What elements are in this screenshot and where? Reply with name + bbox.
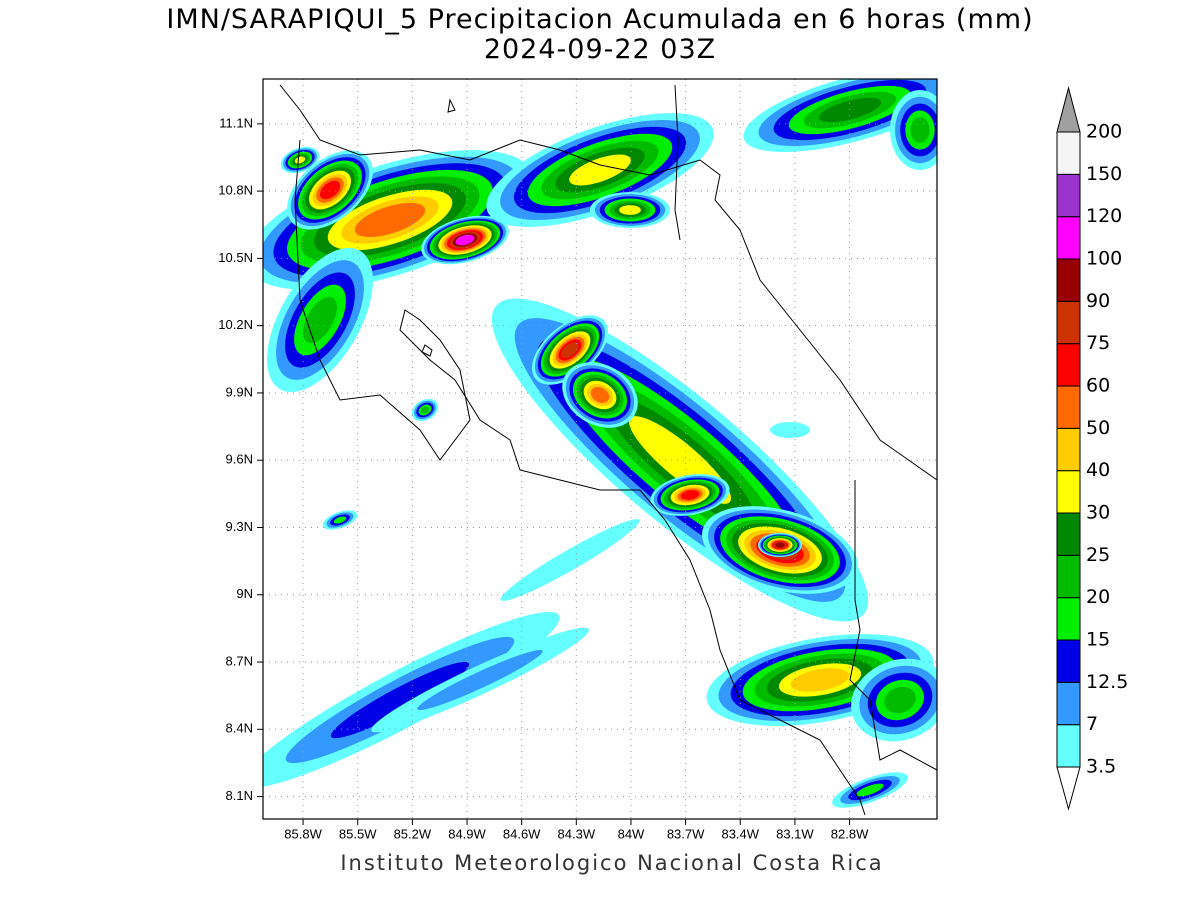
lon-tick-label: 84.9W (448, 826, 486, 841)
precip-contour (354, 202, 426, 238)
colorbar-label: 100 (1086, 248, 1122, 270)
lat-tick-label: 9.3N (226, 519, 253, 534)
precip-contour (319, 180, 341, 200)
lat-tick-label: 8.4N (226, 721, 253, 736)
precip-contour (590, 386, 610, 404)
precip-contour (770, 422, 810, 438)
lon-tick-label: 85.2W (394, 826, 432, 841)
colorbar-label: 200 (1086, 121, 1122, 143)
colorbar-swatch (1056, 597, 1081, 641)
coastlines (279, 84, 937, 816)
colorbar-swatch (1056, 258, 1081, 302)
precip-contour (680, 490, 700, 500)
lat-tick-label: 9.6N (226, 452, 253, 467)
colorbar-label: 25 (1086, 544, 1110, 566)
lat-tick-label: 11.1N (219, 115, 253, 130)
grid: 85.8W 85.5W 85.2W 84.9W 84.6W 84.3W 84W 83.7W 83… (218, 79, 937, 841)
precip-contour (910, 117, 930, 143)
caribbean-coast (279, 84, 937, 481)
colorbar-label: 20 (1086, 586, 1110, 608)
colorbar-label: 75 (1086, 332, 1110, 354)
colorbar-label: 30 (1086, 502, 1110, 524)
lat-tick-label: 8.7N (226, 653, 253, 668)
colorbar-label: 3.5 (1086, 756, 1116, 778)
colorbar-label: 12.5 (1086, 671, 1128, 693)
lon-tick-label: 82.8W (831, 826, 869, 841)
colorbar-label: 120 (1086, 205, 1122, 227)
precip-contour (294, 156, 306, 164)
lon-tick-label: 84.3W (558, 826, 596, 841)
colorbar-swatch (1056, 300, 1081, 345)
colorbar-swatch (1056, 173, 1081, 218)
lon-tick-label: 85.8W (284, 826, 322, 841)
colorbar-label: 150 (1086, 163, 1122, 185)
colorbar-swatch (1056, 385, 1081, 429)
precip-contour (417, 649, 543, 711)
colorbar-swatch (1056, 216, 1081, 260)
colorbar: 3.5 7 12.5 15 20 25 30 40 50 60 75 90 100 120 150 200 (1056, 86, 1128, 811)
precip-contour (500, 519, 640, 601)
precip-contour (619, 205, 641, 215)
title: IMN/SARAPIQUI_5 Precipitacion Acumulada … (166, 4, 1033, 35)
colorbar-swatch (1056, 131, 1081, 175)
colorbar-label: 7 (1086, 713, 1098, 735)
colorbar-swatch (1056, 512, 1081, 556)
colorbar-over (1056, 86, 1081, 133)
border (674, 84, 681, 241)
panama-border (849, 480, 937, 771)
lat-tick-label: 8.1N (226, 788, 253, 803)
lon-tick-label: 83.1W (776, 826, 814, 841)
colorbar-swatch (1056, 554, 1081, 599)
precip-contour (790, 668, 850, 692)
lon-tick-label: 84W (618, 826, 645, 841)
lon-tick-label: 83.7W (667, 826, 705, 841)
islands (421, 98, 456, 357)
precip-contour (856, 783, 884, 797)
precip-contour (775, 542, 785, 548)
lat-tick-label: 9N (236, 586, 253, 601)
precip-field (263, 79, 937, 808)
colorbar-label: 40 (1086, 459, 1110, 481)
colorbar-label: 60 (1086, 375, 1110, 397)
colorbar-swatch (1056, 724, 1081, 768)
colorbar-swatch (1056, 343, 1081, 387)
colorbar-swatch (1056, 427, 1081, 472)
precip-contour (561, 342, 579, 358)
footer: Instituto Meteorologico Nacional Costa R… (340, 851, 883, 875)
lat-tick-label: 10.2N (218, 317, 253, 332)
colorbar-label: 90 (1086, 290, 1110, 312)
lat-tick-label: 10.5N (218, 250, 253, 265)
colorbar-under (1056, 766, 1081, 811)
precip-contour (420, 406, 430, 414)
precip-contour (569, 154, 631, 186)
map-frame (262, 78, 938, 820)
lat-tick-label: 10.8N (218, 183, 253, 198)
subtitle: 2024-09-22 03Z (484, 34, 716, 65)
lon-tick-label: 85.5W (339, 826, 377, 841)
colorbar-swatch (1056, 639, 1081, 683)
lon-tick-label: 83.4W (721, 826, 759, 841)
colorbar-swatch (1056, 681, 1081, 726)
precip-contour (330, 661, 470, 739)
precip-contour (303, 296, 337, 344)
colorbar-swatch (1056, 470, 1081, 514)
colorbar-label: 50 (1086, 417, 1110, 439)
lon-tick-label: 84.6W (503, 826, 541, 841)
precip-contour (333, 516, 347, 524)
precip-contour (455, 234, 475, 246)
colorbar-label: 15 (1086, 629, 1110, 651)
precip-contour (884, 686, 916, 714)
pacific-coast (294, 139, 866, 816)
lat-tick-label: 9.9N (226, 384, 253, 399)
